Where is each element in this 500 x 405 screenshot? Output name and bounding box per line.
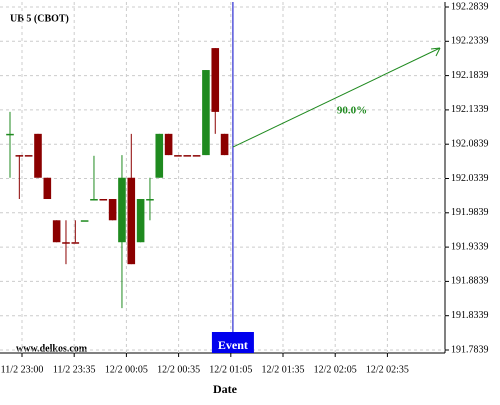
y-tick-label: 192.2839 (451, 1, 489, 12)
y-tick-label: 191.7839 (451, 344, 489, 355)
annotation: 90.0% (337, 105, 367, 117)
watermark: www.delkos.com (16, 343, 88, 354)
x-tick-label: 12/2 01:05 (209, 364, 252, 375)
forecast-arrow (232, 47, 441, 148)
event-box (211, 332, 254, 353)
candle-body (220, 133, 229, 156)
candle-body (118, 177, 126, 243)
candle-body (192, 155, 201, 157)
y-tick-label: 192.0339 (451, 173, 489, 184)
x-tick-label: 12/2 02:05 (314, 364, 357, 375)
candle-body (155, 133, 164, 178)
candle-body (62, 242, 70, 244)
candle-body (52, 220, 61, 243)
candle-body (15, 155, 24, 157)
y-tick-label: 192.1339 (451, 104, 489, 115)
candle-body (211, 48, 220, 112)
x-tick-label: 12/2 02:35 (366, 364, 409, 375)
y-tick-label: 191.9839 (451, 207, 489, 218)
candle-body (108, 199, 117, 221)
candle-body (24, 155, 33, 157)
x-tick-label: 12/2 00:35 (157, 364, 200, 375)
candle-body (127, 177, 136, 265)
x-tick-label: 11/2 23:00 (1, 364, 44, 375)
candle-body (90, 199, 98, 201)
candle-body (71, 242, 80, 244)
y-tick-label: 192.0839 (451, 138, 489, 149)
y-tick-label: 191.9339 (451, 241, 489, 252)
candle-body (43, 177, 52, 200)
y-tick-label: 192.1839 (451, 70, 489, 81)
y-tick-label: 191.8339 (451, 310, 489, 321)
candle-body (34, 133, 42, 178)
candle-body (174, 155, 182, 157)
candle-body (80, 220, 89, 222)
y-tick-label: 192.2339 (451, 36, 489, 47)
x-axis-title: Date (213, 382, 238, 396)
candle-body (202, 70, 210, 156)
arrow-head (430, 47, 441, 57)
x-tick-label: 12/2 00:05 (105, 364, 148, 375)
candle-body (146, 199, 154, 201)
candle-body (183, 155, 192, 157)
x-tick-label: 12/2 01:35 (261, 364, 304, 375)
candle-body (6, 133, 14, 136)
candle-body (99, 199, 108, 201)
chart-title: UB 5 (CBOT) (10, 13, 69, 24)
y-tick-label: 191.8839 (451, 276, 489, 287)
event-label: Event (218, 338, 248, 352)
candle-body (136, 199, 145, 243)
candle-body (164, 133, 173, 156)
x-tick-label: 11/2 23:35 (53, 364, 96, 375)
